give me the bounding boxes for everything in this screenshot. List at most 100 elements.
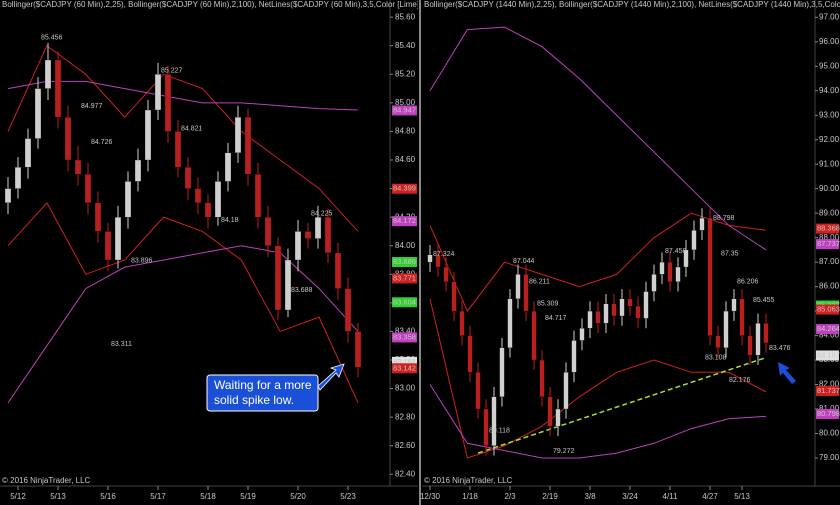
candle-body [174,131,182,168]
price-tag [392,183,417,194]
y-tick-label: 95.00 [819,61,840,70]
price-tag [816,304,839,315]
price-tag-label: 81.737 [817,386,840,395]
bollinger-band [7,245,359,404]
x-tick-label: 5/18 [200,492,216,501]
price-tag [816,408,839,419]
price-tag [816,223,839,234]
bollinger-band [7,201,359,404]
candle-body [74,159,82,175]
x-tick-label: 3/24 [622,492,638,501]
candle-body [204,202,212,218]
footer: © 2016 NinjaTrader, LLC [424,476,513,485]
candle-body [134,159,142,182]
price-tag [816,239,839,250]
y-tick-label: 97.00 [819,12,840,21]
candle-body [539,359,545,397]
price-tag-label: 83.604 [393,297,416,306]
y-tick-label: 79.00 [819,453,840,462]
y-tick-label: 83.40 [395,327,416,336]
candle-body [54,59,62,118]
x-tick-label: 1/18 [462,492,478,501]
candle-body [34,88,42,139]
candle-body [214,181,222,218]
callout-box [206,374,319,412]
price-tag-label: 83.886 [393,257,416,266]
pivot-label: 85.309 [537,300,559,307]
pivot-label: 87.324 [433,251,455,258]
x-tick-label: 4/11 [663,492,679,501]
candle-body [587,310,593,329]
annotations: Waiting for a more solid spike low. [206,362,796,412]
y-tick-label: 88.00 [819,233,840,242]
candle-body [547,396,553,427]
arrow [778,362,796,384]
y-tick-label: 84.00 [395,241,416,250]
candle-body [555,408,561,427]
pivot-label: 82.176 [729,377,751,384]
price-tag [816,385,839,396]
candle-body [643,291,649,319]
x-tick-label: 5/16 [100,492,116,501]
pivot-label: 85.455 [753,297,775,304]
pivot-label: 86.211 [529,278,550,285]
pivot-label: 84.717 [545,315,567,322]
candle-body [64,116,72,161]
candle-body [254,174,262,218]
price-tag-label: 83.187 [817,350,840,359]
x-tick-label: 5/19 [240,492,256,501]
candle-body [24,138,32,168]
pivot-label: 87.35 [721,250,739,257]
candle-body [579,328,585,341]
price-tag [392,273,417,284]
pivot-label: 88.798 [713,215,735,222]
candle-body [683,249,689,268]
candle-body [443,266,449,282]
candle-body [451,281,457,312]
bollinger-band [7,80,359,111]
candle-body [224,152,232,182]
candle-body [264,216,272,246]
price-tag-label: 83.358 [393,332,416,341]
candle-body [427,254,433,263]
candle-body [14,166,22,189]
price-tag-label: 83.771 [393,273,416,282]
candle-body [483,408,489,446]
candle-body [314,216,322,239]
candle-body [354,331,362,368]
candle-body [184,166,192,189]
candle-body [467,335,473,373]
bollinger-band [429,26,767,251]
x-tick-label: 4/27 [702,492,718,501]
candle-body [84,174,92,204]
pivot-label: 83.108 [705,354,727,361]
pivot-label: 86.206 [737,278,759,285]
pivot-label: 85.227 [161,67,183,74]
y-tick-label: 82.00 [819,380,840,389]
y-tick-label: 89.00 [819,208,840,217]
y-tick-label: 83.00 [395,384,416,393]
price-tag-label: 87.737 [817,239,840,248]
pivot-label: 84.977 [81,103,103,110]
x-tick-label: 3/8 [584,492,596,501]
x-tick-label: 2/3 [504,492,516,501]
price-tag [816,350,839,361]
pivot-label: 87.458 [665,248,687,255]
candle-body [515,274,521,300]
chart-title: Bollinger($CADJPY (60 Min),2,25), Bollin… [2,0,432,9]
candle-body [747,335,753,356]
pivot-label: 84.821 [181,125,203,132]
y-tick-label: 86.00 [819,282,840,291]
price-tag [392,257,417,267]
y-tick-label: 80.00 [819,429,840,438]
candle-body [324,216,332,254]
candle-body [491,396,497,446]
candle-body [435,254,441,268]
price-tag-label: 84.172 [393,216,416,225]
candle-body [651,274,657,292]
y-tick-label: 82.80 [395,412,416,421]
price-tag-label: 85.063 [817,305,840,314]
price-tag-label: 84.399 [393,184,416,193]
candle-body [715,335,721,348]
